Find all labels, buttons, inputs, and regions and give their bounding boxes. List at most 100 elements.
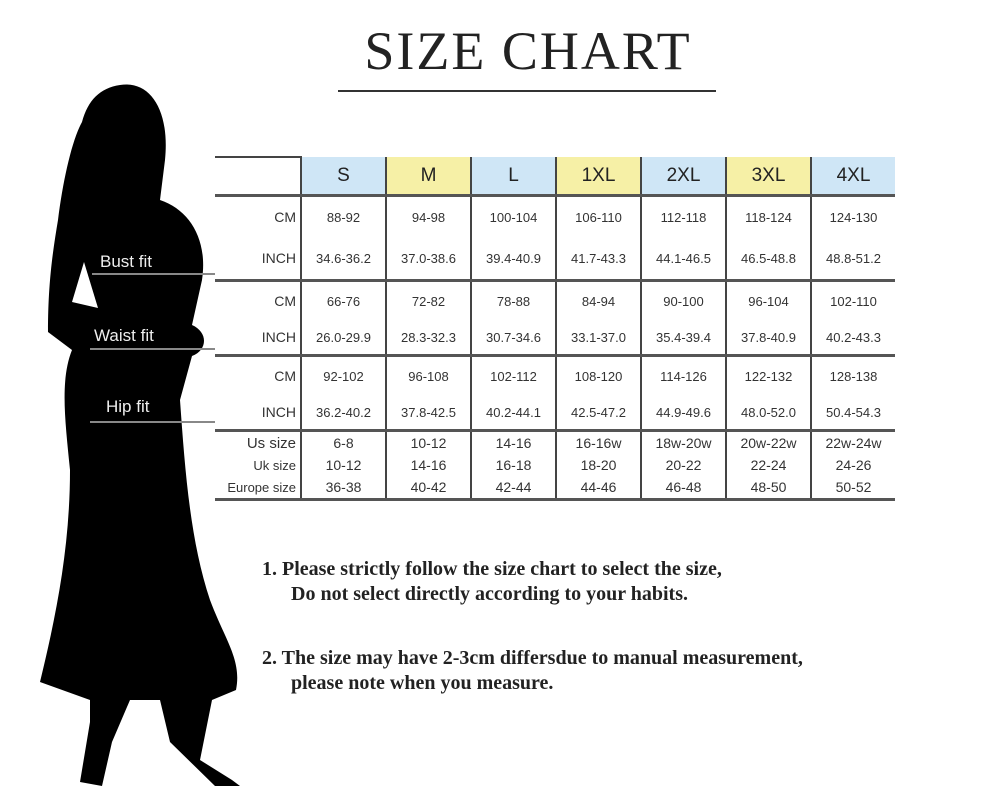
table-cell: 96-108 [385, 354, 471, 395]
table-cell: 48.8-51.2 [810, 237, 895, 281]
page-title: SIZE CHART [364, 21, 692, 81]
table-cell: 48-50 [725, 476, 811, 501]
bust-fit-line [92, 273, 215, 275]
hip-fit-label: Hip fit [106, 397, 150, 416]
table-row: INCH 34.6-36.2 37.0-38.6 39.4-40.9 41.7-43.3… [215, 237, 895, 281]
table-cell: 114-126 [640, 354, 726, 395]
table-cell: 18-20 [555, 454, 641, 476]
table-cell: 46.5-48.8 [725, 237, 811, 281]
table-cell: 46-48 [640, 476, 726, 501]
table-cell: 94-98 [385, 194, 471, 237]
table-cell: 42.5-47.2 [555, 395, 641, 431]
note-1-line-2: Do not select directly according to your… [291, 583, 689, 605]
table-cell: 36-38 [300, 476, 386, 501]
table-cell: 36.2-40.2 [300, 395, 386, 431]
table-cell: 90-100 [640, 279, 726, 320]
table-cell: 128-138 [810, 354, 895, 395]
table-cell: 41.7-43.3 [555, 237, 641, 281]
title-underline [338, 90, 716, 92]
size-header: 1XL [555, 157, 641, 196]
table-cell: 37.8-40.9 [725, 320, 811, 356]
table-cell: 20w-22w [725, 429, 811, 454]
row-label: Europe size [215, 476, 301, 501]
table-cell: 40.2-43.3 [810, 320, 895, 356]
table-cell: 34.6-36.2 [300, 237, 386, 281]
table-cell: 16-18 [470, 454, 556, 476]
table-cell: 122-132 [725, 354, 811, 395]
table-row: INCH 36.2-40.2 37.8-42.5 40.2-44.1 42.5-47.2… [215, 395, 895, 431]
table-row: Us size 6-8 10-12 14-16 16-16w 18w-20w 20w-22w… [215, 429, 895, 454]
table-cell: 50.4-54.3 [810, 395, 895, 431]
table-cell: 10-12 [300, 454, 386, 476]
note-2-line-2: please note when you measure. [291, 672, 554, 694]
table-cell: 37.8-42.5 [385, 395, 471, 431]
table-cell: 84-94 [555, 279, 641, 320]
size-header: L [470, 157, 556, 196]
table-row: CM 88-92 94-98 100-104 106-110 112-118 118-124… [215, 194, 895, 237]
table-cell: 40.2-44.1 [470, 395, 556, 431]
table-cell: 10-12 [385, 429, 471, 454]
size-header: 3XL [725, 157, 811, 196]
table-cell: 39.4-40.9 [470, 237, 556, 281]
table-cell: 112-118 [640, 194, 726, 237]
table-cell: 118-124 [725, 194, 811, 237]
row-label: CM [215, 194, 301, 237]
table-cell: 44.9-49.6 [640, 395, 726, 431]
table-row: CM 92-102 96-108 102-112 108-120 114-126 122-1… [215, 354, 895, 395]
bust-fit-label: Bust fit [100, 252, 152, 271]
table-row: INCH 26.0-29.9 28.3-32.3 30.7-34.6 33.1-37.0… [215, 320, 895, 356]
table-cell: 78-88 [470, 279, 556, 320]
table-cell: 44.1-46.5 [640, 237, 726, 281]
table-cell: 102-110 [810, 279, 895, 320]
table-cell: 88-92 [300, 194, 386, 237]
table-cell: 40-42 [385, 476, 471, 501]
table-cell: 42-44 [470, 476, 556, 501]
size-table: S M L 1XL 2XL 3XL 4XL CM 88-92 94-98 100-10… [215, 156, 895, 501]
table-cell: 106-110 [555, 194, 641, 237]
table-cell: 96-104 [725, 279, 811, 320]
table-cell: 30.7-34.6 [470, 320, 556, 356]
note-1-line-1: 1. Please strictly follow the size chart… [262, 558, 722, 580]
table-cell: 92-102 [300, 354, 386, 395]
table-cell: 26.0-29.9 [300, 320, 386, 356]
header-corner [215, 156, 301, 196]
waist-fit-label: Waist fit [94, 326, 154, 345]
row-label: INCH [261, 329, 296, 345]
table-row: Uk size 10-12 14-16 16-18 18-20 20-22 22-24 24-… [215, 454, 895, 476]
table-cell: 22-24 [725, 454, 811, 476]
table-cell: 102-112 [470, 354, 556, 395]
table-cell: 14-16 [470, 429, 556, 454]
note-2: 2. The size may have 2-3cm differsdue to… [262, 646, 803, 696]
row-label: CM [215, 354, 301, 395]
table-row: CM 66-76 72-82 78-88 84-94 90-100 96-104 102-11… [215, 279, 895, 320]
table-cell: 44-46 [555, 476, 641, 501]
table-cell: 37.0-38.6 [385, 237, 471, 281]
row-label: Uk size [253, 457, 296, 473]
row-label: CM [215, 279, 301, 320]
note-2-line-1: 2. The size may have 2-3cm differsdue to… [262, 647, 803, 669]
table-cell: 22w-24w [810, 429, 895, 454]
note-1: 1. Please strictly follow the size chart… [262, 557, 722, 607]
size-header: 2XL [640, 157, 726, 196]
row-label: INCH [261, 250, 296, 266]
size-header: 4XL [810, 157, 895, 196]
hip-fit-line [90, 421, 215, 423]
row-label: INCH [261, 404, 296, 420]
table-cell: 124-130 [810, 194, 895, 237]
table-cell: 14-16 [385, 454, 471, 476]
woman-silhouette-icon [40, 84, 240, 787]
table-cell: 24-26 [810, 454, 895, 476]
size-header: M [385, 157, 471, 196]
table-cell: 66-76 [300, 279, 386, 320]
table-cell: 18w-20w [640, 429, 726, 454]
table-cell: 28.3-32.3 [385, 320, 471, 356]
waist-fit-line [90, 348, 215, 350]
table-cell: 100-104 [470, 194, 556, 237]
table-cell: 6-8 [300, 429, 386, 454]
table-cell: 108-120 [555, 354, 641, 395]
table-row: Europe size 36-38 40-42 42-44 44-46 46-48 48-5… [215, 476, 895, 501]
table-cell: 35.4-39.4 [640, 320, 726, 356]
table-cell: 16-16w [555, 429, 641, 454]
size-header: S [300, 157, 386, 196]
